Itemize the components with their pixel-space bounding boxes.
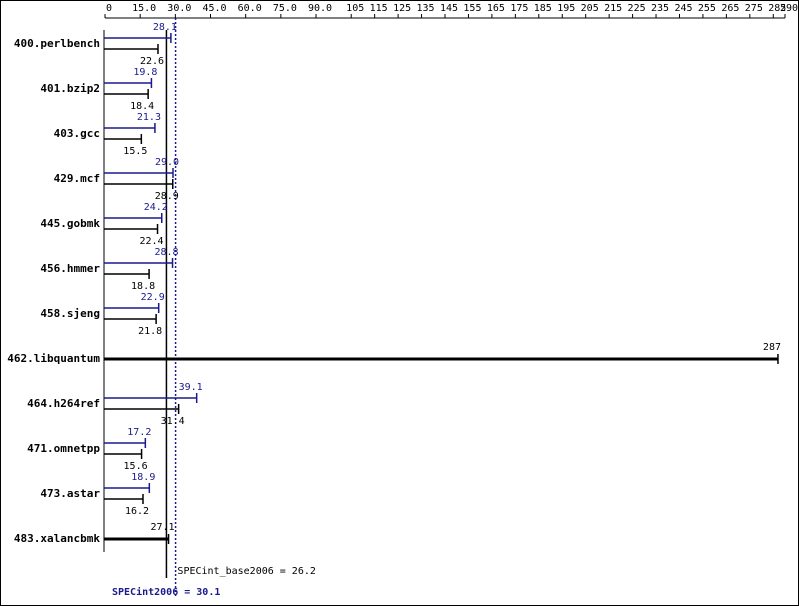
value-label: 27.1: [150, 522, 174, 533]
value-label: 18.9: [131, 472, 155, 483]
value-label: 31.4: [161, 416, 185, 427]
value-label: 22.6: [140, 56, 164, 67]
x-tick-label: 60.0: [238, 3, 262, 14]
reference-label: SPECint2006 = 30.1: [112, 586, 220, 598]
x-tick-label: 45.0: [202, 3, 226, 14]
x-tick-label: 225: [628, 3, 646, 14]
x-tick-label: 175: [510, 3, 528, 14]
x-tick-label: 155: [463, 3, 481, 14]
value-label: 18.8: [131, 281, 155, 292]
x-tick-label: 0: [106, 3, 112, 14]
x-tick-label: 245: [674, 3, 692, 14]
value-label: 28.1: [153, 22, 177, 33]
value-label: 15.5: [123, 146, 147, 157]
value-label: 22.9: [141, 292, 165, 303]
category-label: 401.bzip2: [40, 82, 100, 95]
category-label: 403.gcc: [54, 127, 100, 140]
category-label: 456.hmmer: [40, 262, 100, 275]
x-tick-label: 290: [780, 3, 798, 14]
value-label: 18.4: [130, 101, 154, 112]
x-tick-label: 195: [557, 3, 575, 14]
category-label: 464.h264ref: [27, 397, 100, 410]
category-label: 471.omnetpp: [27, 442, 100, 455]
x-tick-label: 30.0: [167, 3, 191, 14]
value-label: 16.2: [125, 506, 149, 517]
x-tick-label: 185: [534, 3, 552, 14]
value-label: 21.3: [137, 112, 161, 123]
value-label: 15.6: [124, 461, 148, 472]
x-tick-label: 275: [745, 3, 763, 14]
x-tick-label: 235: [651, 3, 669, 14]
x-tick-label: 205: [581, 3, 599, 14]
category-label: 400.perlbench: [14, 37, 100, 50]
x-tick-label: 265: [721, 3, 739, 14]
category-label: 483.xalancbmk: [14, 532, 100, 545]
value-label: 22.4: [139, 236, 163, 247]
value-label: 29.0: [155, 157, 179, 168]
category-label: 473.astar: [40, 487, 100, 500]
x-tick-label: 135: [417, 3, 435, 14]
value-label: 19.8: [133, 67, 157, 78]
category-label: 462.libquantum: [7, 352, 100, 365]
x-tick-label: 105: [346, 3, 364, 14]
value-label: 21.8: [138, 326, 162, 337]
x-tick-label: 215: [604, 3, 622, 14]
category-label: 458.sjeng: [40, 307, 100, 320]
category-label: 445.gobmk: [40, 217, 100, 230]
x-tick-label: 165: [487, 3, 505, 14]
value-label: 28.8: [154, 247, 178, 258]
x-tick-label: 75.0: [273, 3, 297, 14]
reference-label: SPECint_base2006 = 26.2: [177, 566, 315, 577]
value-label: 24.2: [144, 202, 168, 213]
x-tick-label: 125: [393, 3, 411, 14]
category-label: 429.mcf: [54, 172, 100, 185]
x-tick-label: 145: [440, 3, 458, 14]
value-label: 28.9: [155, 191, 179, 202]
value-label: 39.1: [179, 382, 203, 393]
value-label: 17.2: [127, 427, 151, 438]
x-tick-label: 285: [768, 3, 786, 14]
value-label: 287: [763, 342, 781, 353]
x-tick-label: 90.0: [308, 3, 332, 14]
x-tick-label: 115: [370, 3, 388, 14]
x-tick-label: 255: [698, 3, 716, 14]
x-tick-label: 15.0: [132, 3, 156, 14]
